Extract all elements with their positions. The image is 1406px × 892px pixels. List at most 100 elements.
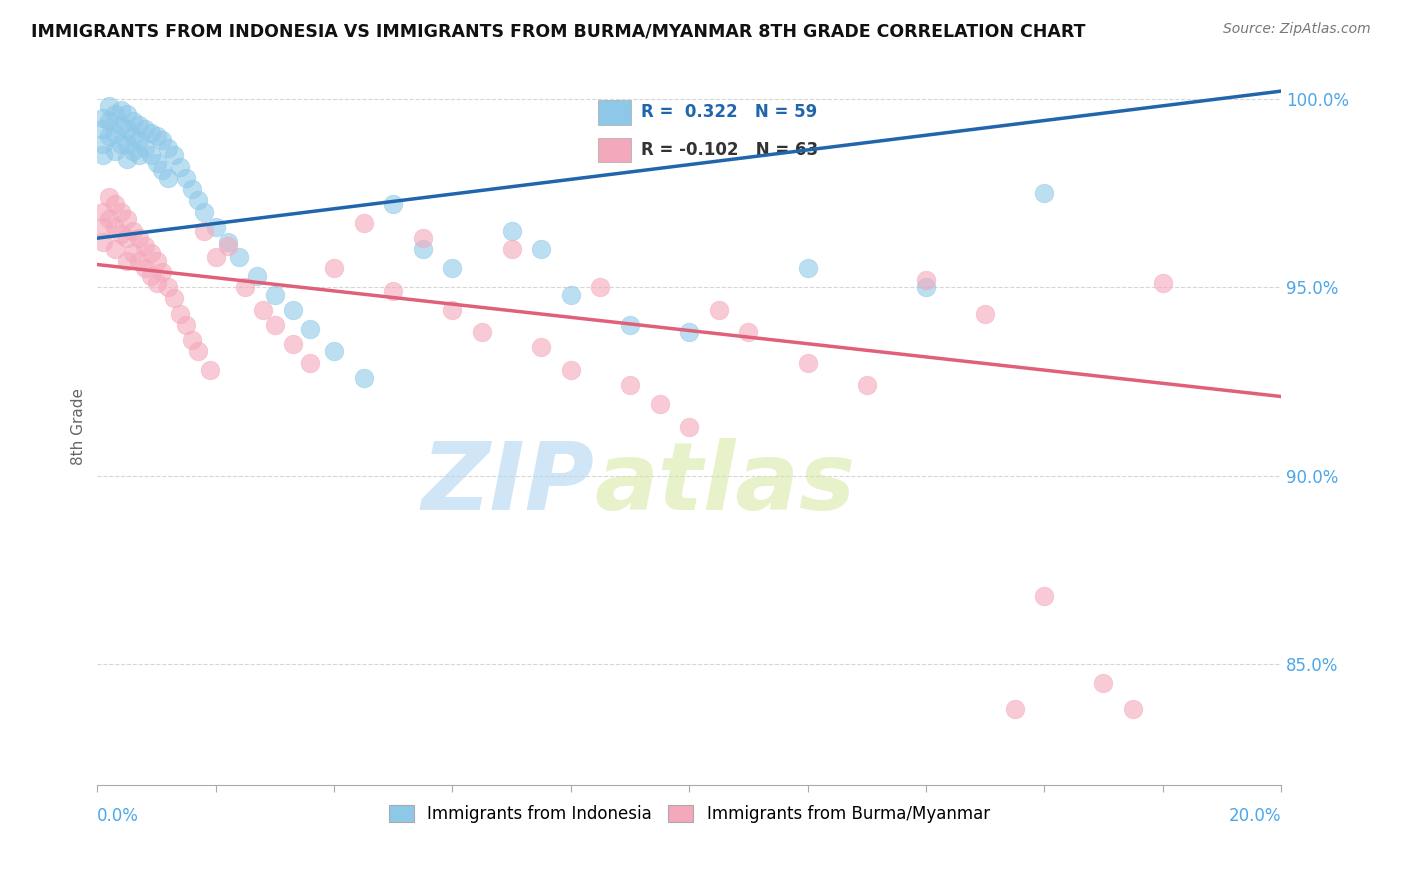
Text: 20.0%: 20.0% — [1229, 807, 1281, 825]
Point — [98, 190, 121, 204]
Point — [181, 333, 204, 347]
Point — [678, 326, 700, 340]
Point — [281, 302, 304, 317]
Point — [91, 121, 114, 136]
Point — [1004, 702, 1026, 716]
Point — [152, 163, 174, 178]
Point — [471, 326, 494, 340]
Point — [530, 341, 553, 355]
Text: atlas: atlas — [595, 438, 856, 530]
Point — [264, 287, 287, 301]
Point — [441, 261, 464, 276]
Point — [204, 250, 226, 264]
Point — [98, 129, 121, 144]
Point — [264, 318, 287, 332]
Point — [145, 155, 167, 169]
Point — [299, 321, 322, 335]
Point — [121, 246, 143, 260]
Point — [193, 224, 215, 238]
Point — [619, 378, 641, 392]
Point — [233, 280, 256, 294]
Point — [152, 133, 174, 147]
Point — [530, 243, 553, 257]
Point — [134, 261, 156, 276]
Point — [412, 243, 434, 257]
Point — [1033, 589, 1056, 603]
Point — [619, 318, 641, 332]
Point — [115, 136, 138, 151]
Point — [104, 243, 127, 257]
Point — [128, 118, 150, 132]
Point — [174, 170, 197, 185]
Point — [855, 378, 877, 392]
Point — [128, 231, 150, 245]
Point — [353, 216, 375, 230]
Point — [246, 268, 269, 283]
Point — [560, 287, 582, 301]
Point — [104, 107, 127, 121]
Point — [157, 141, 180, 155]
Text: IMMIGRANTS FROM INDONESIA VS IMMIGRANTS FROM BURMA/MYANMAR 8TH GRADE CORRELATION: IMMIGRANTS FROM INDONESIA VS IMMIGRANTS … — [31, 22, 1085, 40]
Point — [91, 204, 114, 219]
Point — [796, 261, 818, 276]
Point — [128, 148, 150, 162]
Point — [974, 307, 997, 321]
Point — [110, 136, 132, 151]
Point — [128, 133, 150, 147]
Text: Source: ZipAtlas.com: Source: ZipAtlas.com — [1223, 22, 1371, 37]
Point — [128, 253, 150, 268]
Point — [104, 126, 127, 140]
Point — [110, 227, 132, 242]
Point — [441, 302, 464, 317]
Point — [91, 235, 114, 249]
Point — [737, 326, 759, 340]
Point — [115, 231, 138, 245]
Point — [134, 141, 156, 155]
Point — [648, 397, 671, 411]
Text: 0.0%: 0.0% — [97, 807, 139, 825]
Point — [163, 292, 186, 306]
Point — [145, 277, 167, 291]
Point — [560, 363, 582, 377]
Point — [115, 152, 138, 166]
Point — [91, 219, 114, 234]
Point — [181, 182, 204, 196]
Point — [323, 344, 346, 359]
Point — [110, 118, 132, 132]
Point — [187, 344, 209, 359]
Point — [115, 212, 138, 227]
Point — [678, 419, 700, 434]
Point — [91, 136, 114, 151]
Point — [110, 103, 132, 117]
Point — [145, 129, 167, 144]
Point — [115, 253, 138, 268]
Point — [115, 121, 138, 136]
Point — [252, 302, 274, 317]
Point — [501, 224, 523, 238]
Point — [412, 231, 434, 245]
Point — [98, 212, 121, 227]
Point — [121, 129, 143, 144]
Point — [169, 160, 191, 174]
Point — [169, 307, 191, 321]
Point — [1092, 676, 1115, 690]
Text: ZIP: ZIP — [422, 438, 595, 530]
Point — [217, 238, 239, 252]
Point — [121, 145, 143, 159]
Point — [915, 280, 938, 294]
Point — [134, 121, 156, 136]
Point — [121, 224, 143, 238]
Point — [91, 148, 114, 162]
Point — [915, 272, 938, 286]
Point — [121, 114, 143, 128]
Point — [382, 197, 405, 211]
Point — [145, 253, 167, 268]
Point — [110, 204, 132, 219]
Legend: Immigrants from Indonesia, Immigrants from Burma/Myanmar: Immigrants from Indonesia, Immigrants fr… — [382, 798, 997, 830]
Point — [139, 148, 162, 162]
Point — [104, 197, 127, 211]
Point — [198, 363, 221, 377]
Point — [707, 302, 730, 317]
Point — [104, 219, 127, 234]
Point — [501, 243, 523, 257]
